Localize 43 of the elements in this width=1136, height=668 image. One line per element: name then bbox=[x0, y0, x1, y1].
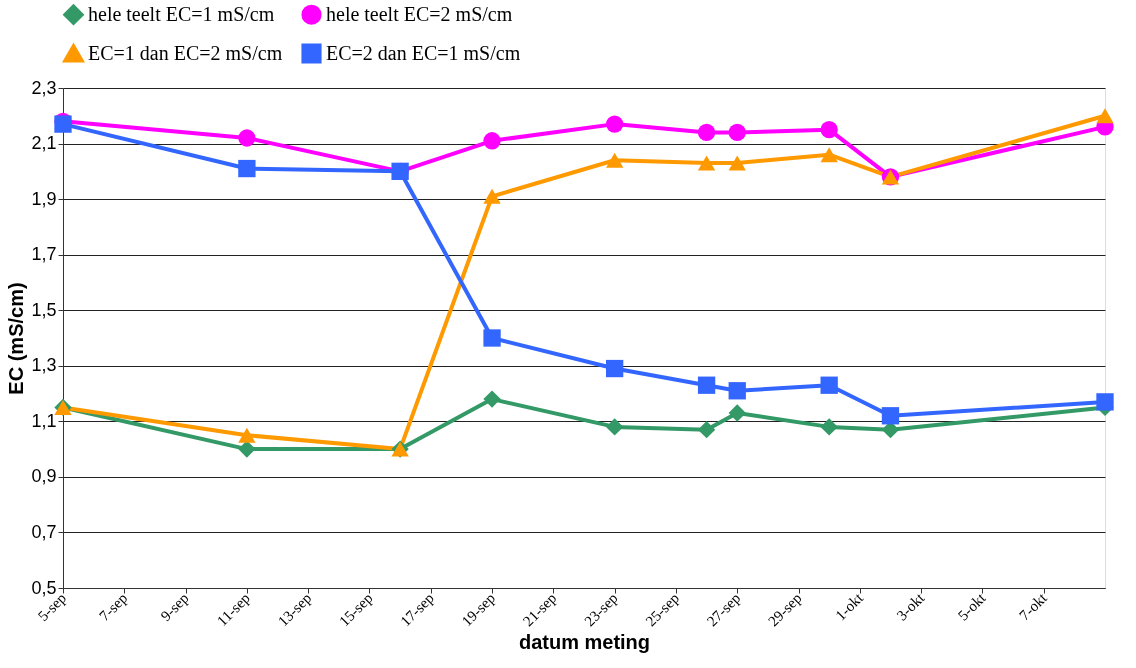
legend-label: hele teelt EC=1 mS/cm bbox=[88, 2, 275, 25]
point bbox=[697, 421, 716, 439]
point bbox=[1096, 393, 1114, 411]
point bbox=[697, 155, 716, 171]
point bbox=[1096, 108, 1114, 124]
point bbox=[820, 418, 838, 436]
point bbox=[697, 123, 716, 142]
point bbox=[728, 155, 746, 171]
point bbox=[881, 407, 900, 425]
y-tick-label: 0,9 bbox=[31, 466, 57, 487]
point bbox=[483, 132, 501, 150]
point bbox=[483, 329, 501, 347]
point bbox=[605, 359, 624, 378]
point bbox=[483, 390, 501, 408]
legend-label: hele teelt EC=2 mS/cm bbox=[326, 2, 513, 25]
point bbox=[238, 440, 256, 458]
y-tick-label: 1,1 bbox=[31, 410, 57, 431]
y-tick-label: 1,5 bbox=[31, 299, 57, 320]
point bbox=[728, 123, 746, 142]
y-axis-title: EC (mS/cm) bbox=[5, 282, 28, 395]
point bbox=[238, 159, 256, 178]
y-tick-label: 1,9 bbox=[31, 188, 57, 209]
y-tick-label: 0,5 bbox=[31, 577, 57, 598]
point bbox=[238, 427, 256, 443]
point bbox=[820, 376, 838, 394]
y-tick-label: 1,3 bbox=[31, 355, 57, 376]
point bbox=[605, 115, 624, 133]
point bbox=[820, 121, 838, 139]
point bbox=[605, 418, 624, 436]
x-axis-title: datum meting bbox=[518, 631, 651, 654]
legend-label: EC=1 dan EC=2 mS/cm bbox=[88, 41, 283, 64]
point bbox=[728, 382, 746, 400]
y-tick-label: 1,7 bbox=[31, 244, 57, 265]
point bbox=[820, 147, 838, 163]
point bbox=[238, 129, 256, 147]
legend-label: EC=2 dan EC=1 mS/cm bbox=[326, 41, 521, 64]
point bbox=[728, 404, 746, 422]
point bbox=[605, 152, 624, 168]
y-tick-label: 0,7 bbox=[31, 521, 57, 542]
y-tick-label: 2,1 bbox=[31, 133, 57, 154]
point bbox=[697, 376, 716, 394]
point bbox=[483, 188, 501, 204]
y-tick-label: 2,3 bbox=[31, 77, 57, 98]
